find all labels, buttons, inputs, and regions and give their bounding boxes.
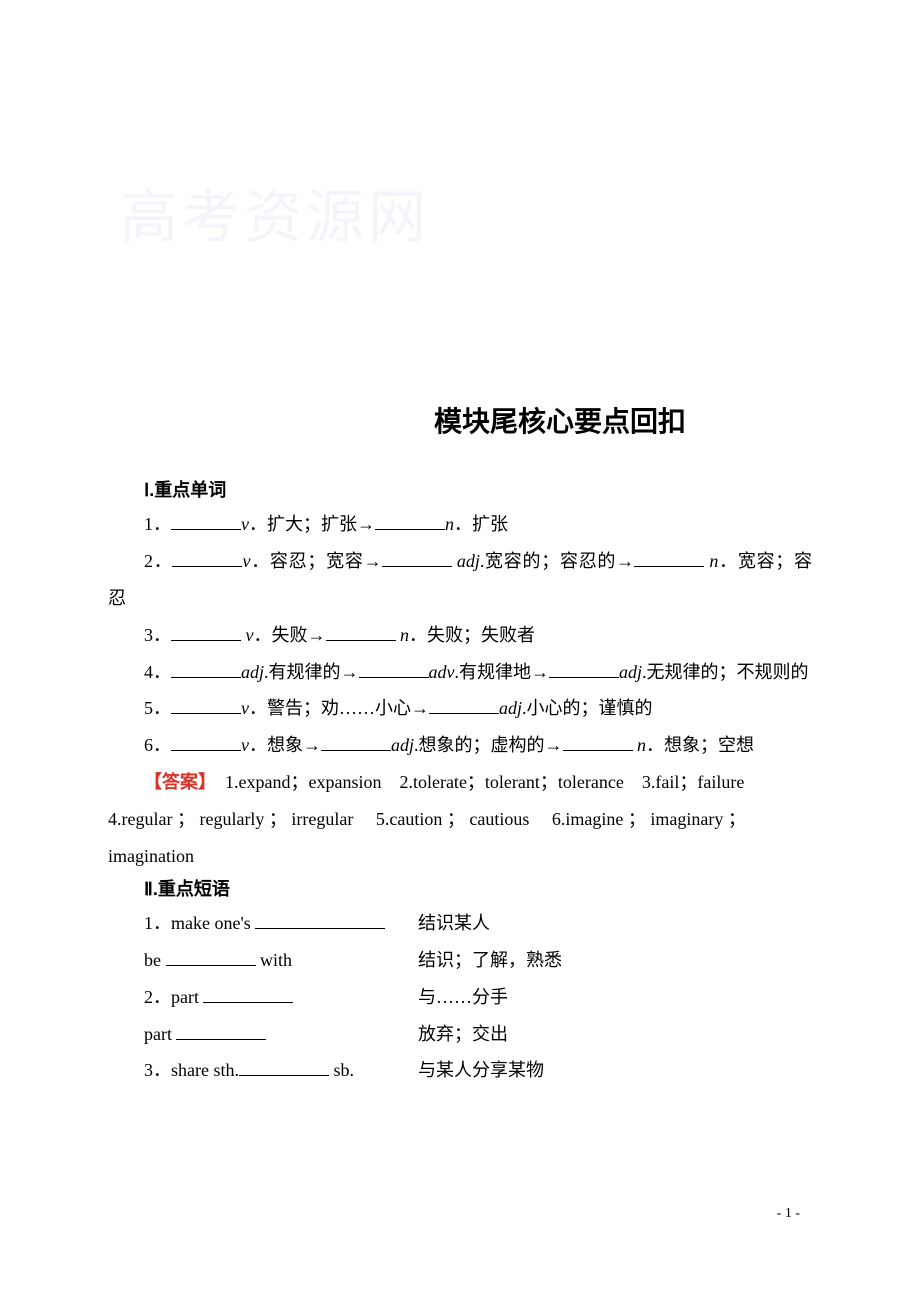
pos-v: v (241, 735, 249, 755)
word-item-4: 4．adj.有规律的→adv.有规律地→adj.无规律的；不规则的 (108, 654, 812, 691)
q1-num: 1． (144, 514, 171, 534)
blank (359, 658, 429, 678)
section-1-label: Ⅰ.重点单词 (144, 476, 812, 502)
q6-t2: .想象的；虚构的→ (414, 735, 563, 755)
q4-t2: .有规律地→ (455, 662, 550, 682)
p3-l2: sb. (329, 1060, 354, 1080)
blank (203, 983, 293, 1003)
pos-n: n (400, 625, 409, 645)
blank (172, 547, 242, 567)
blank (171, 732, 241, 752)
p2b-l: part (144, 1024, 176, 1044)
blank (563, 732, 633, 752)
word-item-3: 3． v．失败→ n．失败；失败者 (108, 617, 812, 654)
p3-l: 3．share sth. (144, 1060, 239, 1080)
phrase-row: be with 结识；了解，熟悉 (108, 942, 812, 979)
phrases-list: 1．make one's 结识某人 be with 结识；了解，熟悉 2．par… (108, 905, 812, 1089)
q6-t1: ．想象→ (249, 735, 321, 755)
watermark-text: 高考资源网 (120, 170, 430, 254)
page-content: 模块尾核心要点回扣 Ⅰ.重点单词 1．v．扩大；扩张→n．扩张 2．v．容忍；宽… (108, 400, 812, 1089)
q2-num: 2． (144, 551, 172, 571)
p1b-l2: with (256, 950, 293, 970)
phrase-right: 与某人分享某物 (418, 1052, 812, 1089)
pos-adj: adj (391, 735, 414, 755)
blank (176, 1020, 266, 1040)
phrase-row: part 放弃；交出 (108, 1016, 812, 1053)
q1-t2: ．扩张 (454, 514, 508, 534)
word-item-1: 1． v．扩大；扩张→ n．扩张 (108, 506, 812, 543)
answer-line3: imagination (108, 838, 812, 875)
pos-n: n (637, 735, 646, 755)
phrase-right: 结识；了解，熟悉 (418, 942, 812, 979)
q3-t1: ．失败→ (254, 625, 326, 645)
q4-num: 4． (144, 662, 171, 682)
p1-l: 1．make one's (144, 913, 255, 933)
pos-adj: adj (457, 551, 480, 571)
q5-t1: ．警告；劝……小心→ (249, 698, 429, 718)
pos-v: v (241, 698, 249, 718)
blank (166, 946, 256, 966)
phrase-row: 1．make one's 结识某人 (108, 905, 812, 942)
p2-l: 2．part (144, 987, 203, 1007)
pos-v: v (241, 514, 249, 534)
blank (171, 695, 241, 715)
blank (382, 547, 452, 567)
blank (375, 510, 445, 530)
blank (171, 510, 241, 530)
blank (321, 732, 391, 752)
page-title: 模块尾核心要点回扣 (308, 400, 812, 440)
phrase-right: 放弃；交出 (418, 1016, 812, 1053)
answer-label: 【答案】 (144, 772, 207, 792)
word-item-6: 6． v．想象→ adj.想象的；虚构的→ n．想象；空想 (108, 727, 812, 764)
blank (239, 1057, 329, 1077)
blank (171, 621, 241, 641)
pos-adv: adv (429, 662, 455, 682)
pos-adj: adj (499, 698, 522, 718)
page-number: - 1 - (777, 1206, 800, 1222)
phrase-left: 1．make one's (108, 905, 418, 942)
q5-t2: .小心的；谨慎的 (522, 698, 653, 718)
q2-t1: ．容忍；宽容→ (250, 551, 381, 571)
answer-block: 【答案】 1.expand；expansion 2.tolerate；toler… (108, 764, 812, 801)
q4-t1: .有规律的→ (264, 662, 359, 682)
p1b-l: be (144, 950, 166, 970)
q3-t2: ．失败；失败者 (409, 625, 535, 645)
phrase-left: part (108, 1016, 418, 1053)
blank (634, 547, 704, 567)
answer-line2: 4.regular ； regularly ； irregular 5.caut… (108, 801, 812, 838)
q6-num: 6． (144, 735, 171, 755)
phrase-right: 结识某人 (418, 905, 812, 942)
phrase-row: 2．part 与……分手 (108, 979, 812, 1016)
blank (549, 658, 619, 678)
q3-num: 3． (144, 625, 171, 645)
blank (171, 658, 241, 678)
phrase-row: 3．share sth. sb. 与某人分享某物 (108, 1052, 812, 1089)
q2-t2: .宽容的；容忍的→ (480, 551, 634, 571)
pos-adj: adj (241, 662, 264, 682)
word-item-2: 2．v．容忍；宽容→ adj.宽容的；容忍的→ n．宽容；容忍 (108, 543, 812, 617)
answer-line1: 1.expand；expansion 2.tolerate；tolerant；t… (207, 772, 744, 792)
blank (255, 909, 385, 929)
phrase-right: 与……分手 (418, 979, 812, 1016)
word-item-5: 5． v．警告；劝……小心→ adj.小心的；谨慎的 (108, 690, 812, 727)
blank (429, 695, 499, 715)
pos-v: v (246, 625, 254, 645)
q6-t3: ．想象；空想 (646, 735, 754, 755)
section-2-label: Ⅱ.重点短语 (144, 875, 812, 901)
blank (326, 621, 396, 641)
phrase-left: 2．part (108, 979, 418, 1016)
phrase-left: be with (108, 942, 418, 979)
pos-n: n (445, 514, 454, 534)
q5-num: 5． (144, 698, 171, 718)
q1-t1: ．扩大；扩张→ (249, 514, 375, 534)
q4-t3: .无规律的；不规则的 (642, 662, 809, 682)
phrase-left: 3．share sth. sb. (108, 1052, 418, 1089)
pos-adj: adj (619, 662, 642, 682)
